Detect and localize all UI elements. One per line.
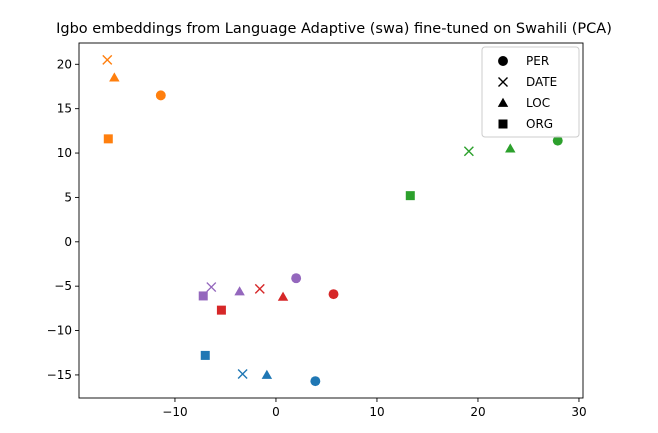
legend-label: DATE (526, 75, 557, 89)
x-tick-label: 20 (470, 405, 485, 419)
data-point (405, 191, 415, 201)
chart-title: Igbo embeddings from Language Adaptive (… (56, 21, 612, 37)
data-point (254, 283, 265, 294)
data-point (200, 350, 210, 360)
y-tick-label: 15 (57, 102, 72, 116)
data-point (552, 135, 563, 146)
data-point (103, 134, 113, 144)
data-point (310, 376, 321, 387)
data-point (505, 143, 516, 153)
data-point (155, 90, 166, 101)
data-point (216, 305, 226, 315)
axes-frame (78, 42, 584, 399)
y-tick-label: 20 (57, 57, 72, 71)
plot-area (102, 54, 563, 387)
data-point (198, 291, 208, 301)
x-tick-label: 30 (571, 405, 586, 419)
data-point (234, 286, 245, 296)
y-tick-label: −10 (47, 324, 72, 338)
axes: −10 0 10 20 30 −15 −10 −5 0 5 10 15 20 (47, 42, 587, 419)
legend-marker-circle (498, 56, 508, 66)
x-tick-label: −10 (162, 405, 187, 419)
legend-box (481, 46, 580, 138)
data-point (237, 369, 248, 380)
data-point (277, 291, 289, 301)
legend-marker-square (498, 119, 508, 129)
y-tick-label: −5 (54, 279, 72, 293)
data-point (206, 282, 217, 293)
legend-label: LOC (526, 96, 550, 110)
data-point (463, 146, 474, 157)
data-point (328, 289, 339, 300)
data-point (102, 54, 113, 65)
y-tick-label: −15 (47, 368, 72, 382)
legend-marker-x (498, 77, 508, 87)
data-point (291, 273, 302, 284)
legend-label: PER (526, 54, 549, 68)
y-tick-label: 5 (64, 190, 72, 204)
y-tick-label: 10 (57, 146, 72, 160)
data-point (261, 369, 273, 379)
x-tick-label: 10 (369, 405, 384, 419)
y-tick-label: 0 (64, 235, 72, 249)
legend-label: ORG (526, 117, 553, 131)
data-point (109, 72, 120, 82)
legend-marker-triangle (497, 97, 509, 107)
x-tick-label: 0 (272, 405, 280, 419)
legend: PER DATE LOC ORG (481, 46, 580, 138)
